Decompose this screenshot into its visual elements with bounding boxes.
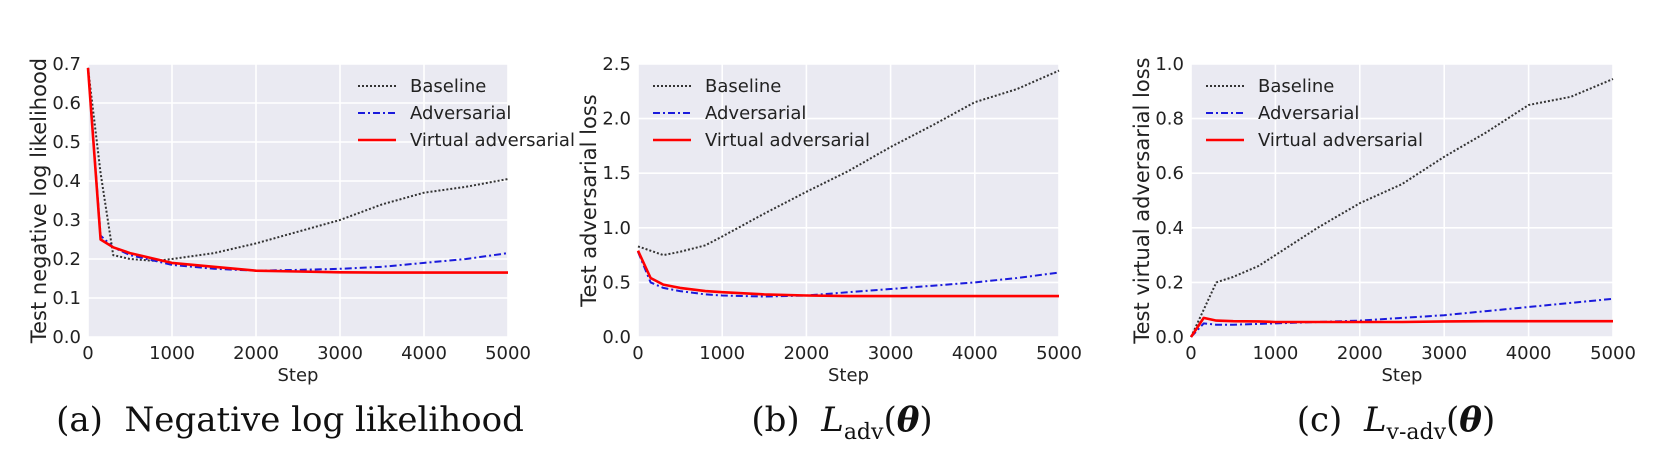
y-tick-label: 2.5 (602, 54, 631, 75)
legend-label: Baseline (410, 76, 486, 97)
x-tick-label: 5000 (485, 343, 531, 364)
x-tick-label: 1000 (1252, 343, 1298, 364)
caption-c: (c) Lv-adv(θ) (1297, 400, 1496, 445)
caption-a-text: Negative log likelihood (124, 400, 524, 440)
y-tick-label: 2.0 (602, 109, 631, 130)
y-tick-label: 0.0 (1155, 327, 1184, 348)
panel-adv: 0 1000 2000 3000 4000 5000 0.0 0.5 1.0 1.5 2.0 2.5 S… (577, 54, 1082, 386)
y-tick-label: 0.6 (1155, 163, 1184, 184)
legend-label: Adversarial (410, 103, 511, 124)
legend-label: Adversarial (705, 103, 806, 124)
plot-area (88, 64, 508, 337)
caption-b: (b) Ladv(θ) (751, 400, 932, 445)
x-tick-label: 2000 (783, 343, 829, 364)
x-tick-label: 0 (82, 343, 93, 364)
caption-a: (a) Negative log likelihood (56, 400, 524, 440)
y-tick-label: 1.0 (1155, 54, 1184, 75)
caption-c-subscript: v-adv (1386, 420, 1447, 445)
y-tick-label: 0.8 (1155, 109, 1184, 130)
y-tick-label: 1.5 (602, 163, 631, 184)
caption-b-subscript: adv (843, 420, 884, 445)
y-tick-label: 0.2 (1155, 272, 1184, 293)
x-tick-label: 3000 (1421, 343, 1467, 364)
y-tick-label: 0.1 (52, 288, 81, 309)
x-tick-label: 0 (1185, 343, 1196, 364)
caption-c-arg: θ (1459, 400, 1482, 440)
x-tick-label: 5000 (1590, 343, 1636, 364)
legend-label: Virtual adversarial (410, 130, 575, 151)
panel-nll: 0 1000 2000 3000 4000 5000 0.0 0.1 0.2 0.3 0.4 0.5 0… (27, 54, 575, 386)
legend-label: Virtual adversarial (1258, 130, 1423, 151)
x-tick-label: 1000 (699, 343, 745, 364)
y-tick-label: 0.5 (52, 132, 81, 153)
x-axis-label: Step (828, 365, 869, 386)
x-tick-label: 3000 (868, 343, 914, 364)
legend: Baseline Adversarial Virtual adversarial (1206, 76, 1423, 151)
caption-c-label: (c) (1296, 400, 1343, 440)
legend-label: Adversarial (1258, 103, 1359, 124)
y-axis-label: Test negative log likelihood (27, 58, 51, 344)
series-line-virtual-adversarial (86, 67, 508, 274)
y-tick-label: 0.7 (52, 54, 81, 75)
x-tick-label: 3000 (317, 343, 363, 364)
x-tick-label: 4000 (952, 343, 998, 364)
plot-area (1191, 64, 1613, 337)
x-tick-label: 4000 (1506, 343, 1552, 364)
panel-vadv: 0 1000 2000 3000 4000 5000 0.0 0.2 0.4 0.6 0.8 1.0 S… (1130, 54, 1636, 386)
y-tick-label: 1.0 (602, 218, 631, 239)
y-tick-label: 0.4 (52, 171, 81, 192)
x-tick-label: 5000 (1036, 343, 1082, 364)
x-tick-label: 4000 (401, 343, 447, 364)
y-tick-label: 0.0 (52, 327, 81, 348)
x-axis-label: Step (1382, 365, 1423, 386)
caption-b-symbol: L (821, 400, 844, 440)
y-tick-label: 0.4 (1155, 218, 1184, 239)
caption-a-label: (a) (56, 400, 103, 440)
caption-c-close-paren: ) (1481, 400, 1496, 440)
caption-b-open-paren: ( (883, 400, 897, 440)
y-tick-label: 0.3 (52, 210, 81, 231)
y-tick-label: 0.2 (52, 249, 81, 270)
x-tick-label: 2000 (233, 343, 279, 364)
y-tick-label: 0.6 (52, 93, 81, 114)
series-line-baseline (1190, 78, 1614, 338)
caption-b-arg: θ (896, 400, 920, 440)
caption-c-symbol: L (1363, 400, 1387, 440)
legend: Baseline Adversarial Virtual adversarial (653, 76, 870, 151)
caption-c-open-paren: ( (1446, 400, 1460, 440)
legend: Baseline Adversarial Virtual adversarial (358, 76, 575, 151)
caption-b-label: (b) (751, 400, 800, 440)
series-line-baseline (87, 67, 509, 262)
x-tick-label: 0 (632, 343, 643, 364)
legend-label: Baseline (705, 76, 781, 97)
y-tick-label: 0.0 (602, 327, 631, 348)
y-axis-label: Test virtual adversarial loss (1130, 57, 1154, 344)
series-line-baseline (637, 69, 1060, 257)
y-tick-label: 0.5 (602, 272, 631, 293)
y-axis-label: Test adversarial loss (577, 94, 601, 307)
legend-label: Baseline (1258, 76, 1334, 97)
series-line-virtual-adversarial (1189, 316, 1613, 338)
x-tick-label: 2000 (1337, 343, 1383, 364)
x-axis-label: Step (278, 365, 319, 386)
series-line-virtual-adversarial (636, 250, 1059, 298)
caption-b-close-paren: ) (919, 400, 933, 440)
legend-label: Virtual adversarial (705, 130, 870, 151)
x-tick-label: 1000 (149, 343, 195, 364)
